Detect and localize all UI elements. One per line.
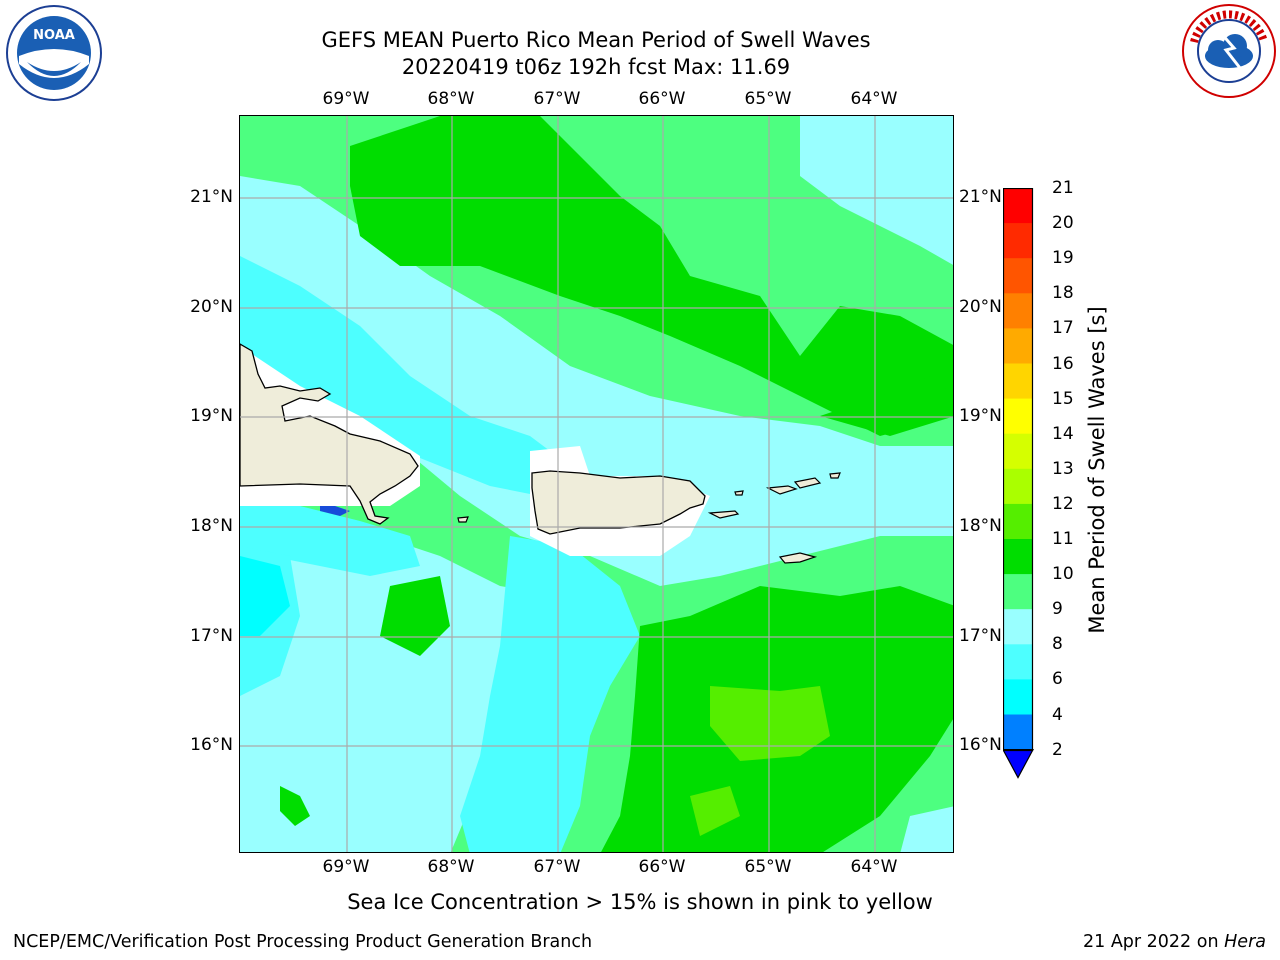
colorbar-cell bbox=[1003, 539, 1033, 575]
lat-label-left: 18°N bbox=[190, 516, 233, 536]
colorbar-cell bbox=[1003, 574, 1033, 610]
field-band-8 bbox=[240, 176, 953, 586]
st-croix-island bbox=[778, 552, 818, 564]
colorbar-tick-label: 13 bbox=[1052, 458, 1074, 479]
field-band-10 bbox=[380, 576, 450, 656]
colorbar-tick-label: 17 bbox=[1052, 318, 1074, 339]
colorbar-cell bbox=[1003, 433, 1033, 470]
colorbar-cell bbox=[1003, 644, 1033, 680]
colorbar-cell bbox=[1003, 258, 1033, 294]
field-band-10 bbox=[280, 786, 310, 826]
st-thomas-island bbox=[765, 485, 798, 495]
lon-label-top: 64°W bbox=[850, 89, 898, 109]
st-john-island bbox=[793, 477, 822, 489]
colorbar-tick-label: 9 bbox=[1052, 599, 1063, 620]
colorbar-cell bbox=[1003, 503, 1033, 540]
lon-label-bottom: 65°W bbox=[744, 857, 792, 877]
colorbar-tick-label: 20 bbox=[1052, 213, 1074, 234]
lon-label-top: 66°W bbox=[638, 89, 686, 109]
field-band-6 bbox=[240, 556, 290, 636]
colorbar-tick-label: 11 bbox=[1052, 529, 1074, 549]
colorbar-cell bbox=[1003, 363, 1033, 400]
swell-period-field bbox=[240, 116, 953, 852]
colorbar-cell bbox=[1003, 679, 1033, 715]
lat-label-right: 20°N bbox=[959, 297, 1002, 317]
lon-label-bottom: 64°W bbox=[850, 857, 898, 877]
colorbar-tick-label: 14 bbox=[1052, 423, 1074, 444]
mona-island bbox=[457, 516, 469, 523]
colorbar-cell bbox=[1003, 714, 1033, 751]
colorbar-tick-label: 16 bbox=[1052, 353, 1074, 374]
colorbar-title: Mean Period of Swell Waves [s] bbox=[1085, 306, 1109, 634]
colorbar-tick-label: 19 bbox=[1052, 248, 1074, 269]
lon-label-top: 69°W bbox=[322, 89, 370, 109]
lat-label-right: 16°N bbox=[959, 735, 1002, 755]
field-band-7 bbox=[460, 536, 640, 852]
field-band-8 bbox=[800, 116, 953, 265]
colorbar-tick-label: 18 bbox=[1052, 283, 1074, 304]
colorbar-tick-label: 15 bbox=[1052, 388, 1074, 409]
lat-label-left: 21°N bbox=[190, 187, 233, 207]
lon-label-top: 67°W bbox=[533, 89, 581, 109]
lat-label-right: 21°N bbox=[959, 187, 1002, 207]
colorbar-tick-label: 2 bbox=[1052, 739, 1063, 760]
colorbar-tick-label: 21 bbox=[1052, 178, 1074, 198]
colorbar-tick-label: 4 bbox=[1052, 704, 1063, 725]
footer-machine: Hera bbox=[1224, 932, 1266, 952]
virgin-islands-small bbox=[829, 472, 841, 479]
footer-date: 21 Apr 2022 on Hera bbox=[1083, 932, 1266, 952]
colorbar-tick-label: 10 bbox=[1052, 564, 1074, 585]
footer-date-text: 21 Apr 2022 on bbox=[1082, 932, 1219, 952]
lon-label-bottom: 68°W bbox=[427, 857, 475, 877]
lat-label-left: 16°N bbox=[190, 735, 233, 755]
colorbar bbox=[1003, 188, 1035, 779]
colorbar-cell bbox=[1003, 188, 1033, 224]
field-band-7 bbox=[240, 256, 570, 496]
lon-label-bottom: 67°W bbox=[533, 857, 581, 877]
colorbar-tick-label: 8 bbox=[1052, 634, 1063, 655]
hispaniola-landmass bbox=[240, 343, 419, 525]
lon-label-top: 68°W bbox=[427, 89, 475, 109]
colorbar-cell bbox=[1003, 223, 1033, 259]
nws-logo bbox=[1180, 2, 1278, 104]
field-band-10 bbox=[350, 116, 953, 436]
sea-ice-note: Sea Ice Concentration > 15% is shown in … bbox=[347, 890, 933, 914]
lat-label-left: 19°N bbox=[190, 406, 233, 426]
vieques-island bbox=[707, 510, 740, 519]
lon-label-bottom: 66°W bbox=[638, 857, 686, 877]
colorbar-cell bbox=[1003, 398, 1033, 435]
colorbar-tick-label: 6 bbox=[1052, 669, 1063, 690]
field-band-11 bbox=[710, 686, 830, 761]
lat-label-right: 17°N bbox=[959, 626, 1002, 646]
puerto-rico-landmass bbox=[531, 470, 706, 535]
colorbar-extend-arrow bbox=[1003, 749, 1035, 779]
footer-credit: NCEP/EMC/Verification Post Processing Pr… bbox=[13, 932, 593, 952]
lat-label-right: 19°N bbox=[959, 406, 1002, 426]
field-band-8 bbox=[900, 806, 953, 852]
graticule bbox=[240, 116, 953, 852]
colorbar-cell bbox=[1003, 328, 1033, 364]
field-band-10 bbox=[820, 376, 953, 436]
colorbar-cell bbox=[1003, 293, 1033, 329]
field-band-11 bbox=[690, 786, 740, 836]
culebra-island bbox=[734, 490, 744, 496]
lon-label-bottom: 69°W bbox=[322, 857, 370, 877]
lon-label-top: 65°W bbox=[744, 89, 792, 109]
noaa-logo-text: NOAA bbox=[33, 28, 75, 43]
noaa-logo: NOAA bbox=[5, 4, 103, 106]
colorbar-cell bbox=[1003, 468, 1033, 505]
map-title: GEFS MEAN Puerto Rico Mean Period of Swe… bbox=[321, 28, 871, 52]
colorbar-tick-label: 12 bbox=[1052, 493, 1074, 514]
map-panel bbox=[239, 115, 954, 853]
lat-label-left: 17°N bbox=[190, 626, 233, 646]
colorbar-cell bbox=[1003, 609, 1033, 645]
lat-label-left: 20°N bbox=[190, 297, 233, 317]
lat-label-right: 18°N bbox=[959, 516, 1002, 536]
map-subtitle: 20220419 t06z 192h fcst Max: 11.69 bbox=[401, 55, 791, 79]
